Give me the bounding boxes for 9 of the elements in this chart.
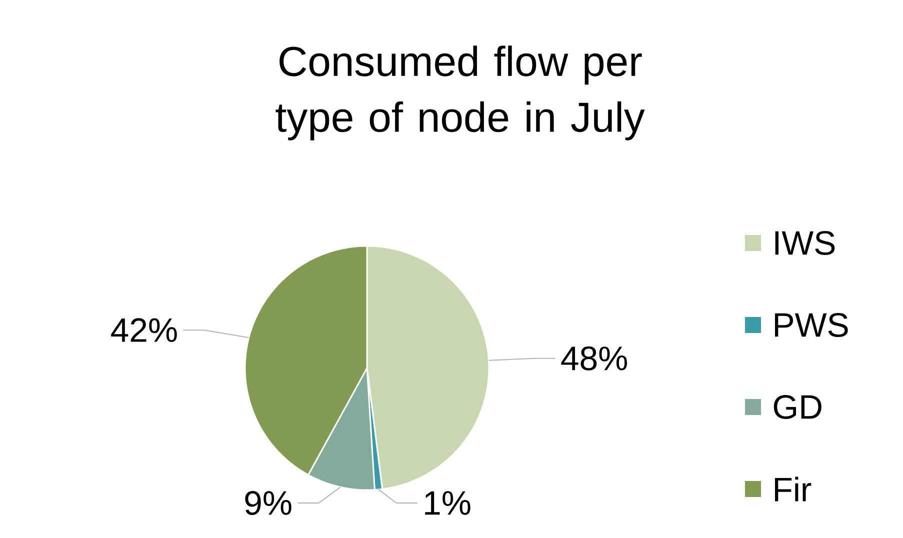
- legend-label: Fir: [774, 476, 812, 502]
- legend-label: GD: [774, 395, 822, 419]
- data-label: 48%: [561, 346, 627, 370]
- data-label: 9%: [245, 491, 292, 515]
- data-label: 1%: [425, 491, 470, 515]
- legend-label: IWS: [775, 231, 835, 255]
- legend-label: PWS: [774, 313, 848, 337]
- data-label: 42%: [111, 318, 177, 342]
- chart-title: Consumed flow per type of node in July: [276, 46, 645, 140]
